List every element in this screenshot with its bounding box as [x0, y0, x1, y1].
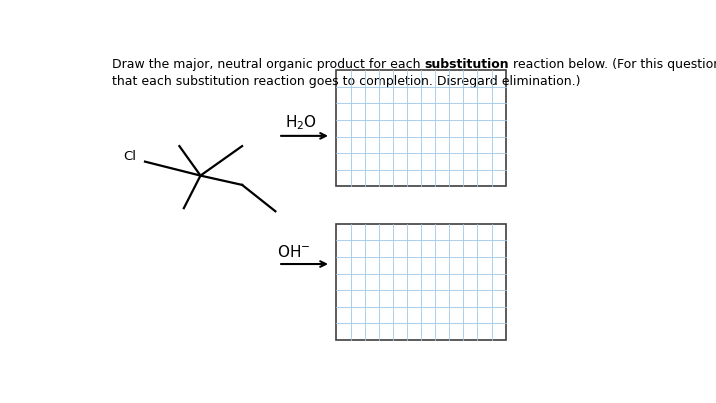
- Bar: [337, 70, 505, 187]
- Bar: [337, 224, 505, 340]
- Text: Cl: Cl: [123, 150, 136, 164]
- Text: H$_2$O: H$_2$O: [285, 114, 316, 132]
- Text: substitution: substitution: [424, 58, 509, 71]
- Text: OH$^{-}$: OH$^{-}$: [276, 243, 310, 260]
- Text: that each substitution reaction goes to completion. Disregard elimination.): that each substitution reaction goes to …: [112, 75, 580, 88]
- Text: reaction below. (For this question, assume: reaction below. (For this question, assu…: [509, 58, 716, 71]
- Text: Draw the major, neutral organic product for each: Draw the major, neutral organic product …: [112, 58, 424, 71]
